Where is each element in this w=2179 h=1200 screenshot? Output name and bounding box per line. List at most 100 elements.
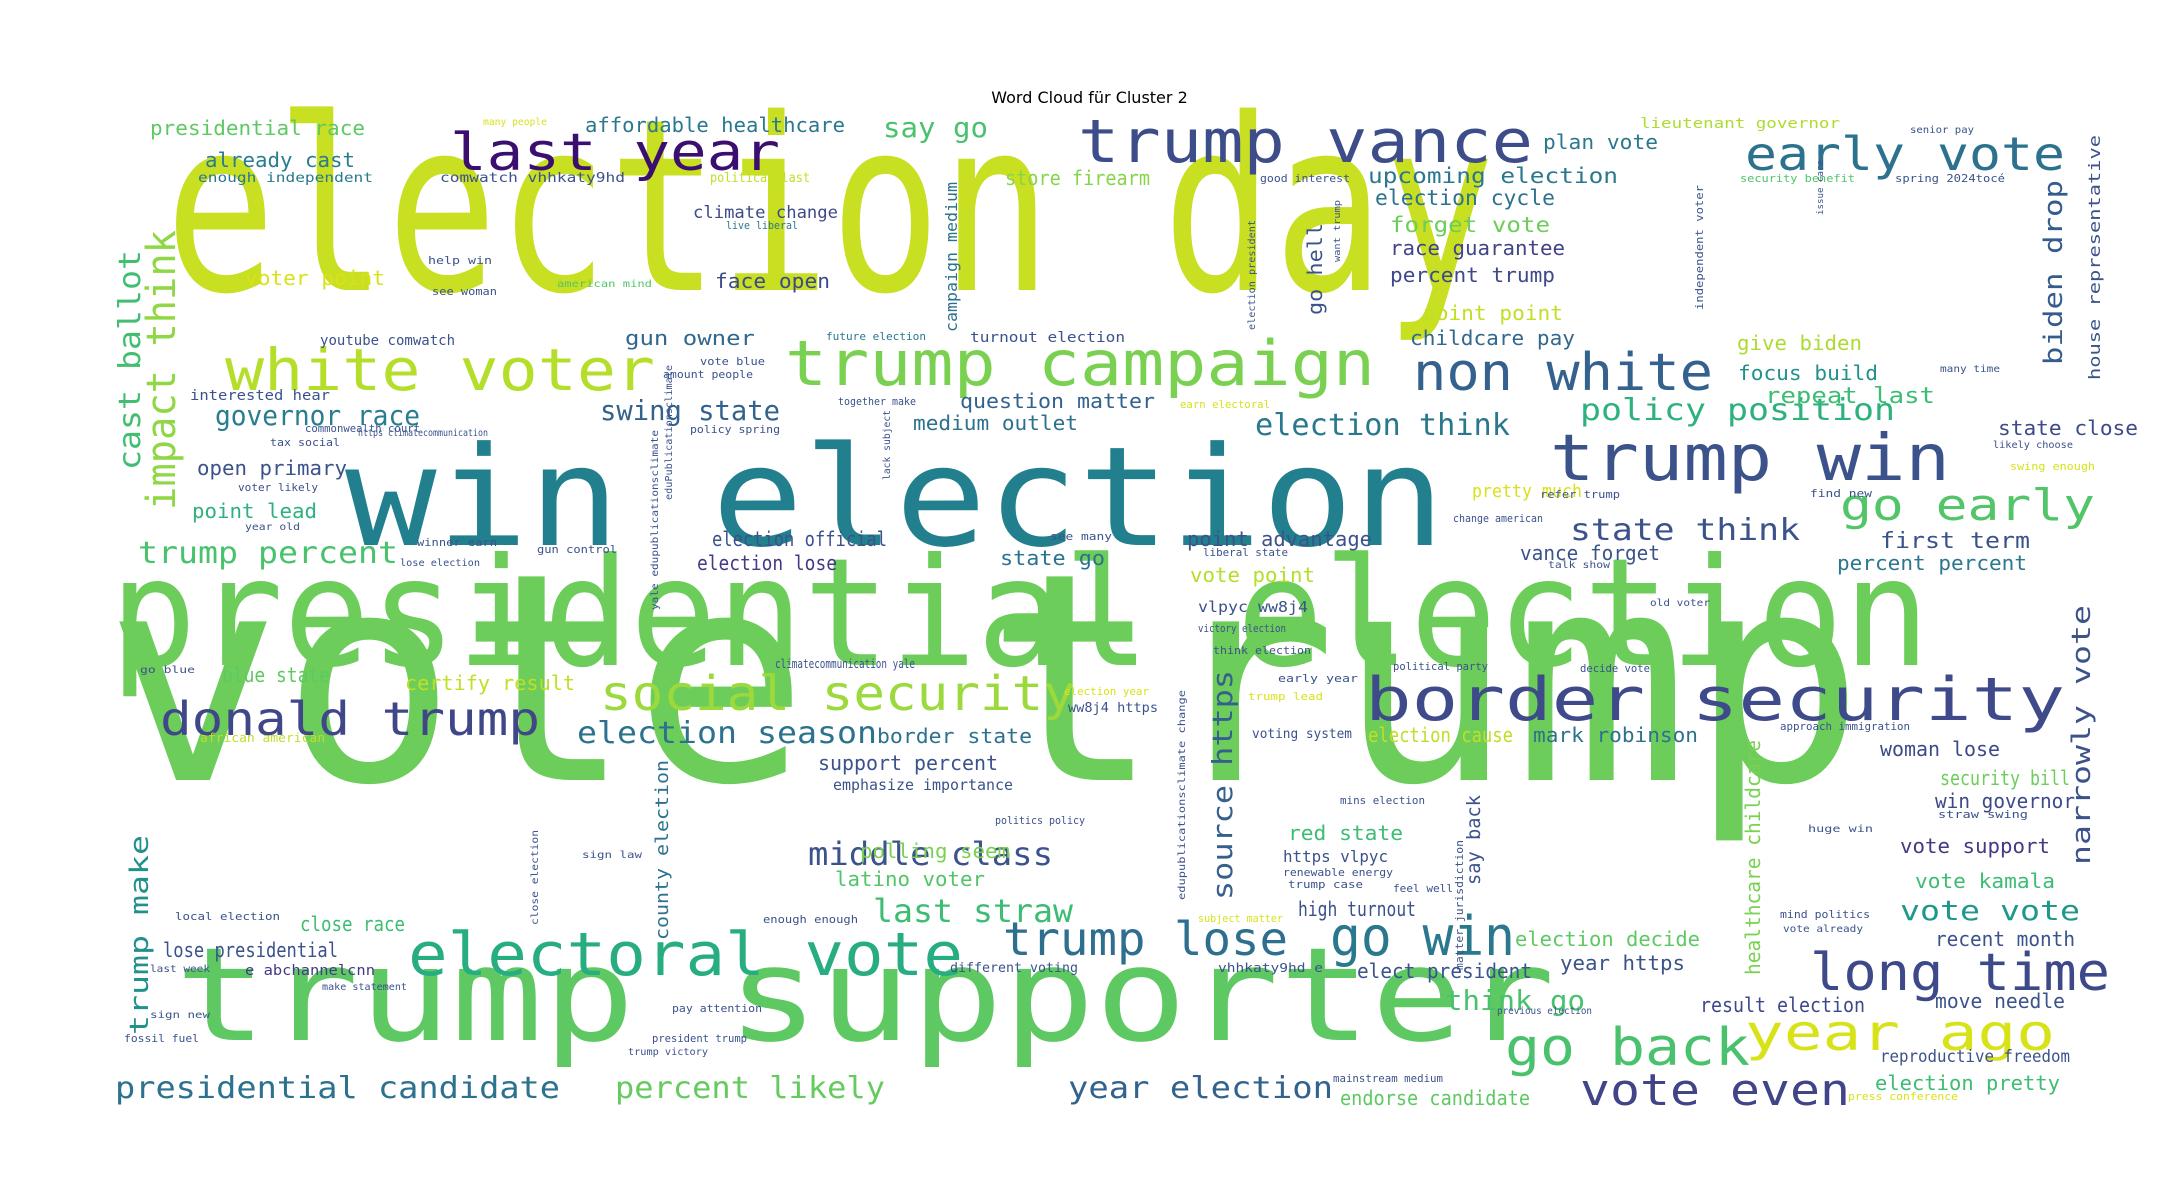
- word-tax-social: tax social: [270, 436, 340, 449]
- word-mainstream-medium: mainstream medium: [1333, 1072, 1443, 1085]
- word-decide-vote: decide vote: [1580, 662, 1650, 675]
- word-election-day: election day: [165, 67, 1495, 347]
- word-refer-trump: refer trump: [1540, 488, 1620, 501]
- word-lose-presidential: lose presidential: [163, 938, 338, 962]
- word-go-win: go win: [1330, 905, 1515, 968]
- word-upcoming-election: upcoming election: [1368, 164, 1618, 188]
- word-think-election: think election: [1213, 644, 1311, 657]
- word-climate-change: climate change: [693, 203, 838, 223]
- word-election-season: election season: [577, 716, 877, 751]
- word-spring-2024toc: spring 2024tocé: [1895, 172, 2005, 185]
- word-think-go: think go: [1445, 984, 1585, 1017]
- word-many-people: many people: [483, 117, 547, 128]
- word-go-hell: go hell: [1303, 223, 1327, 315]
- word-enough-independent: enough independent: [198, 171, 373, 186]
- word-trump-vance: trump vance: [1078, 107, 1533, 177]
- word-vance-forget: vance forget: [1520, 541, 1660, 565]
- word-youtube-comwatch: youtube comwatch: [320, 333, 455, 349]
- word-pay-attention: pay attention: [672, 1002, 762, 1015]
- word-voting-system: voting system: [1252, 727, 1352, 742]
- word-high-turnout: high turnout: [1298, 897, 1416, 921]
- word-healthcare-childcare: healthcare childcare: [1741, 740, 1765, 975]
- word-election-think: election think: [1255, 408, 1510, 443]
- word-state-close: state close: [1998, 416, 2138, 440]
- word-go-back: go back: [1505, 1018, 1750, 1078]
- word-trump-percent: trump percent: [138, 536, 398, 571]
- word-go-early: go early: [1840, 480, 2095, 531]
- word-support-percent: support percent: [818, 751, 998, 775]
- word-election-pretty: election pretty: [1875, 1071, 2060, 1095]
- word-source-https: source https: [1206, 670, 1239, 900]
- word-future-election: future election: [826, 330, 926, 343]
- word-border-state: border state: [877, 724, 1032, 748]
- word-talk-show: talk show: [1548, 560, 1611, 571]
- word-trump-campaign: trump campaign: [785, 327, 1375, 400]
- word-plan-vote: plan vote: [1543, 130, 1658, 154]
- word-political-party: political party: [1393, 660, 1488, 673]
- word-question-matter: question matter: [960, 389, 1155, 413]
- word-already-cast: already cast: [205, 148, 355, 172]
- word-previous-election: previous election: [1497, 1006, 1592, 1017]
- word-lose-election: lose election: [400, 558, 480, 569]
- word-middle-class: middle class: [808, 835, 1053, 873]
- word-repeat-last: repeat last: [1765, 384, 1935, 409]
- word-subject-matter: subject matter: [1198, 912, 1283, 925]
- word-close-election: close election: [530, 830, 541, 925]
- word-policy-spring: policy spring: [690, 423, 780, 436]
- word-medium-outlet: medium outlet: [913, 411, 1078, 435]
- word-trump-supporter: trump supporter: [175, 919, 1555, 1071]
- word-year-https: year https: [1560, 951, 1685, 975]
- word-swing-state: swing state: [600, 394, 780, 427]
- chart-title: Word Cloud für Cluster 2: [991, 88, 1188, 107]
- word-sign-law: sign law: [582, 850, 643, 861]
- word-point-point: point point: [1423, 301, 1563, 325]
- word-vote-blue: vote blue: [700, 355, 765, 368]
- word-press-conference: press conference: [1848, 1090, 1958, 1103]
- word-presidential-race: presidential race: [150, 116, 365, 140]
- word-edupublicationsclimate: eduPublicationsclimate: [664, 365, 675, 500]
- word-presidential-candidate: presidential candidate: [115, 1071, 560, 1106]
- word-mins-election: mins election: [1340, 794, 1425, 807]
- word-see-many: see many: [1050, 530, 1112, 543]
- word-trump-make: trump make: [125, 835, 155, 1035]
- word-early-year: early year: [1278, 672, 1358, 685]
- word-polling-seem: polling seem: [860, 839, 1010, 863]
- word-store-firearm: store firearm: [1005, 166, 1150, 190]
- word-vote-kamala: vote kamala: [1915, 869, 2055, 893]
- word-trump-lose: trump lose: [1003, 912, 1288, 966]
- word-percent-trump: percent trump: [1390, 263, 1555, 287]
- word-sign-new: sign new: [150, 1010, 211, 1021]
- word-recent-month: recent month: [1935, 927, 2075, 951]
- word-vote-point: vote point: [1190, 563, 1315, 587]
- word-affordable-healthcare: affordable healthcare: [585, 113, 845, 137]
- word-red-state: red state: [1288, 821, 1403, 845]
- word-vote-vote: vote vote: [1900, 894, 2080, 927]
- word-certify-result: certify result: [405, 671, 575, 695]
- word-last-year: last year: [450, 123, 780, 183]
- word-governor-race: governor race: [215, 399, 420, 432]
- word-gun-owner: gun owner: [625, 326, 755, 350]
- word-see-woman: see woman: [432, 285, 497, 298]
- word-yale-edupublicationsclimate: yale edupublicationsclimate: [650, 430, 661, 610]
- word-https-climatecommunication: https climatecommunication: [358, 428, 488, 439]
- word-vote-support: vote support: [1900, 834, 2050, 858]
- word-find-new: find new: [1810, 487, 1872, 500]
- word-election-lose: election lose: [697, 551, 837, 575]
- word-give-biden: give biden: [1737, 331, 1862, 355]
- word-victory-election: victory election: [1198, 622, 1286, 635]
- word-huge-win: huge win: [1808, 824, 1873, 835]
- word-likely-choose: likely choose: [1993, 440, 2073, 451]
- word-border-security: border security: [1365, 665, 2065, 735]
- word-straw-swing: straw swing: [1938, 808, 2028, 821]
- word-commonwealth-court: commonwealth court: [305, 422, 420, 435]
- word-biden-drop: biden drop: [2039, 180, 2069, 365]
- word-emphasize-importance: emphasize importance: [833, 776, 1013, 794]
- word-house-representative: house representative: [2085, 135, 2104, 380]
- word-president-trump: president trump: [652, 1032, 747, 1045]
- word-e-abchannelcnn: e abchannelcnn: [245, 963, 375, 979]
- word-amount-people: amount people: [663, 368, 753, 381]
- word-voter-point: voter point: [245, 266, 385, 290]
- word-politics-policy: politics policy: [995, 814, 1085, 827]
- word-percent-likely: percent likely: [615, 1071, 885, 1106]
